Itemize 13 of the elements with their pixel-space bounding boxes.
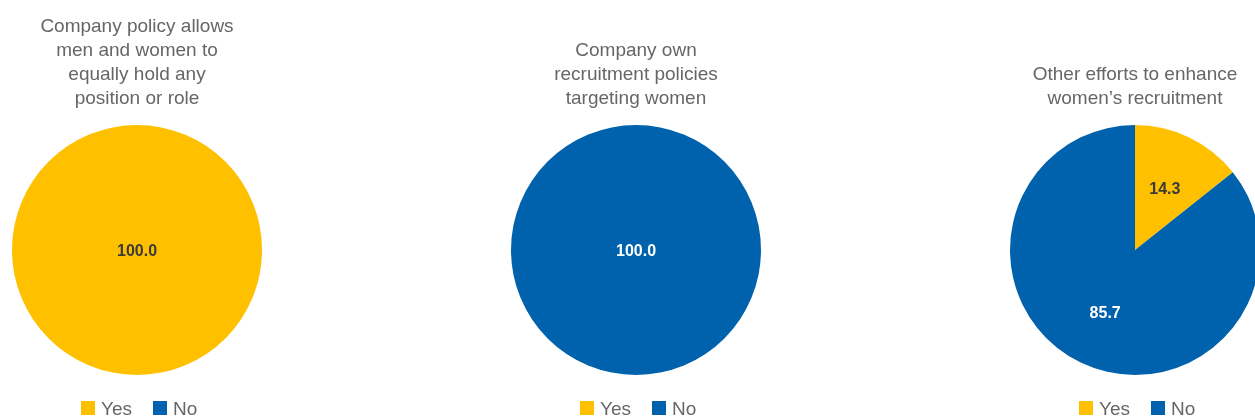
legend-label: Yes	[101, 397, 132, 419]
data-label: 100.0	[615, 241, 657, 259]
data-label: 100.0	[116, 241, 158, 259]
data-label: 14.3	[1149, 179, 1181, 197]
legend-label: Yes	[1099, 397, 1130, 419]
legend-label: No	[1171, 397, 1196, 419]
legend-label: No	[672, 397, 697, 419]
chart-title: Company own recruitment policies targeting women	[554, 39, 718, 108]
legend-label: Yes	[600, 397, 631, 419]
chart-title: Company policy allows men and women to equally hold any position or role	[40, 15, 234, 108]
chart-title: Other efforts to enhance women’s recruitment	[1032, 63, 1238, 108]
legend-label: No	[173, 397, 198, 419]
data-label: 85.7	[1089, 303, 1121, 321]
